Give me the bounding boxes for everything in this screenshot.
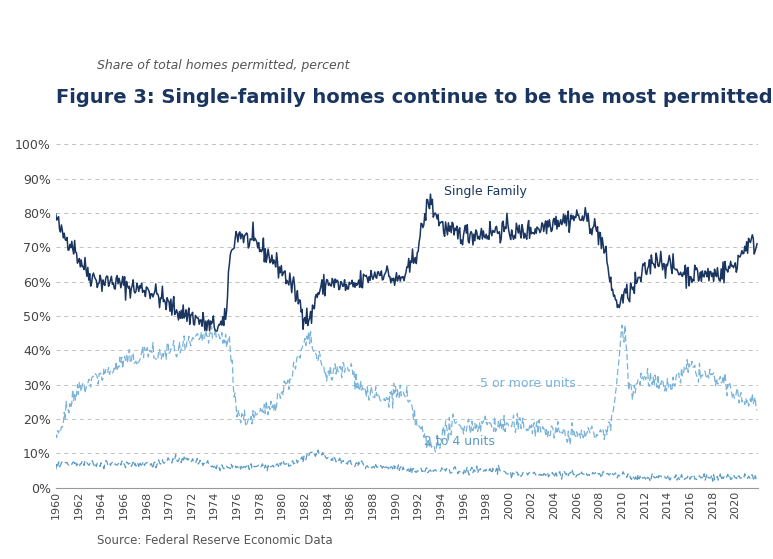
Text: 5 or more units: 5 or more units (481, 377, 576, 390)
Text: 2 to 4 units: 2 to 4 units (424, 435, 495, 448)
Text: Figure 3: Single-family homes continue to be the most permitted unit: Figure 3: Single-family homes continue t… (56, 88, 773, 107)
Text: Share of total homes permitted, percent: Share of total homes permitted, percent (97, 59, 349, 72)
Text: Source: Federal Reserve Economic Data: Source: Federal Reserve Economic Data (97, 534, 332, 547)
Text: Single Family: Single Family (444, 184, 527, 197)
